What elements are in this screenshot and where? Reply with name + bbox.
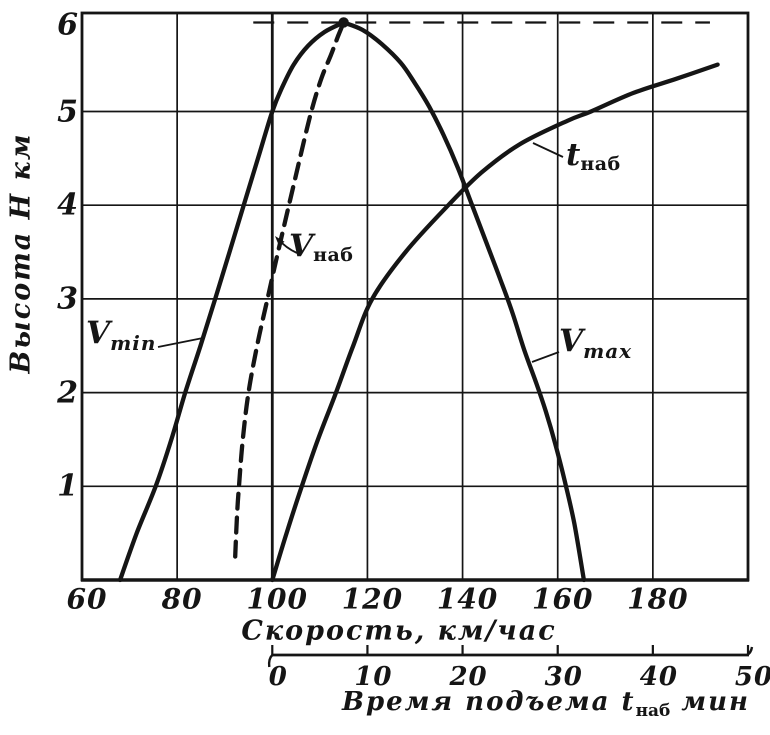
y-axis-title: Высота Н км xyxy=(5,132,37,374)
speed-tick-label-180: 180 xyxy=(627,582,689,616)
tnab-symbol: t xyxy=(566,137,581,173)
speed-axis-title: Скорость, км/час xyxy=(241,615,557,647)
speed-tick-label-120: 120 xyxy=(341,582,404,616)
curve-Vmin xyxy=(117,20,346,583)
vnab-symbol: V xyxy=(289,228,314,264)
leader-line-vmin xyxy=(157,337,204,348)
speed-tick-label-140: 140 xyxy=(436,582,499,616)
curve-Vнаб xyxy=(233,20,346,559)
time-tick-label-30: 30 xyxy=(544,662,583,692)
tnab-subscript: наб xyxy=(580,153,621,175)
speed-tick-label-60: 60 xyxy=(66,582,108,616)
y-tick-label-4: 4 xyxy=(57,187,78,223)
vmax-subscript: max xyxy=(583,339,633,363)
curve-label-tnab: t наб xyxy=(566,140,621,174)
vnab-arrowhead xyxy=(275,236,285,247)
speed-tick-label-100: 100 xyxy=(246,582,309,616)
leader-line-tnab xyxy=(532,142,564,158)
leader-line-vmax xyxy=(531,351,560,363)
plot-frame xyxy=(80,11,750,582)
time-axis-title-pre: Время подъема xyxy=(342,687,622,717)
speed-tick-label-160: 160 xyxy=(531,582,594,616)
time-tick-label-0: 0 xyxy=(268,662,288,692)
y-tick-label-5: 5 xyxy=(57,94,78,129)
curve-tнаб xyxy=(270,62,720,583)
curve-label-vmin: V min xyxy=(86,315,157,355)
time-tick-label-50: 50 xyxy=(734,662,770,692)
vnab-subscript: наб xyxy=(313,244,354,266)
time-axis-title-unit: мин xyxy=(670,687,750,717)
speed-tick-label-80: 80 xyxy=(161,582,203,616)
time-axis-title-symbol: t xyxy=(621,687,636,717)
time-tick-label-10: 10 xyxy=(354,662,393,692)
time-axis-title-subscript: наб xyxy=(635,701,671,721)
y-tick-label-1: 1 xyxy=(57,468,78,504)
time-tick-label-20: 20 xyxy=(449,662,488,692)
vmin-subscript: min xyxy=(110,331,157,355)
vmax-symbol: V xyxy=(559,323,584,359)
time-axis-title: Время подъема tнаб мин xyxy=(342,687,750,721)
time-tick-label-40: 40 xyxy=(639,662,678,692)
curve-label-vmax: V max xyxy=(559,323,633,363)
curve-label-vnab: V наб xyxy=(289,231,353,265)
curve-Vmax xyxy=(341,20,587,583)
time-axis-left-hook xyxy=(267,654,274,668)
ceiling-point xyxy=(338,17,349,28)
vmin-symbol: V xyxy=(86,315,111,351)
y-tick-label-3: 3 xyxy=(57,281,78,317)
y-tick-label-2: 2 xyxy=(57,375,78,411)
y-tick-label-6: 6 xyxy=(57,7,78,43)
